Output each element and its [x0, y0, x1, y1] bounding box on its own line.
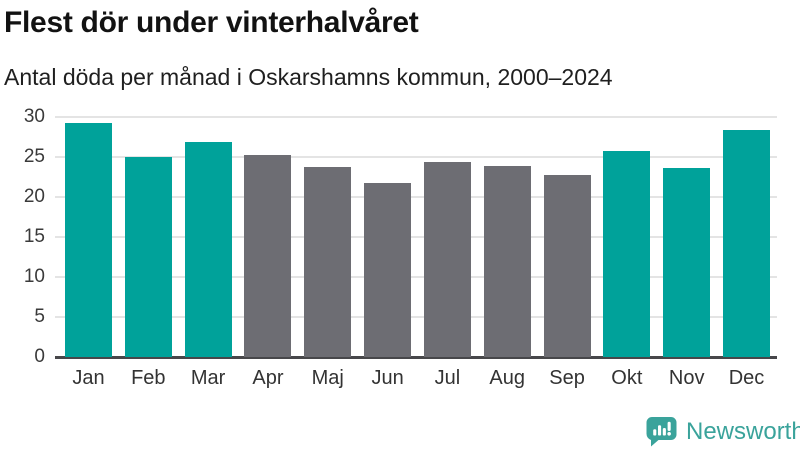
y-tick-label: 30	[23, 106, 45, 127]
y-tick-label: 15	[23, 226, 45, 247]
bar-okt	[603, 150, 651, 357]
x-tick-label-okt: Okt	[611, 367, 643, 389]
bar-jul	[423, 161, 471, 357]
gridline-15	[55, 236, 777, 238]
bar-aug	[483, 165, 531, 357]
bar-apr	[244, 155, 292, 357]
y-tick-label: 0	[34, 346, 45, 367]
x-axis-line	[55, 356, 777, 359]
x-tick-label-mar: Mar	[190, 367, 226, 389]
newsworthy-wordmark: Newsworthy	[686, 417, 800, 445]
bar-jun	[364, 182, 412, 357]
y-tick-label: 10	[23, 266, 45, 287]
x-tick-label-feb: Feb	[131, 367, 166, 389]
bar-dec	[723, 129, 770, 357]
x-tick-label-dec: Dec	[728, 367, 765, 389]
x-tick-label-jun: Jun	[371, 367, 404, 389]
x-tick-label-sep: Sep	[549, 367, 585, 389]
bar-mar	[184, 141, 232, 357]
x-tick-label-aug: Aug	[489, 367, 526, 389]
newsworthy-logo: Newsworthy	[645, 416, 800, 447]
bar-jan	[65, 122, 112, 357]
x-tick-label-nov: Nov	[668, 367, 705, 389]
x-tick-label-maj: Maj	[311, 367, 344, 389]
chart-subtitle: Antal döda per månad i Oskarshamns kommu…	[4, 64, 613, 90]
chart-title: Flest dör under vinterhalvåret	[4, 6, 419, 39]
gridline-5	[55, 316, 777, 318]
bar-maj	[304, 166, 352, 357]
y-tick-label: 5	[34, 306, 45, 327]
y-tick-label: 20	[23, 186, 45, 207]
bar-nov	[663, 168, 711, 357]
x-tick-label-apr: Apr	[252, 367, 284, 389]
gridline-30	[55, 116, 777, 118]
gridline-25	[55, 156, 777, 158]
bar-feb	[124, 157, 172, 357]
y-tick-label: 25	[23, 146, 45, 167]
x-tick-label-jul: Jul	[434, 367, 461, 389]
bar-sep	[543, 174, 591, 357]
gridline-10	[55, 276, 777, 278]
newsworthy-icon	[646, 417, 677, 447]
gridline-20	[55, 196, 777, 198]
x-tick-label-jan: Jan	[72, 367, 105, 389]
